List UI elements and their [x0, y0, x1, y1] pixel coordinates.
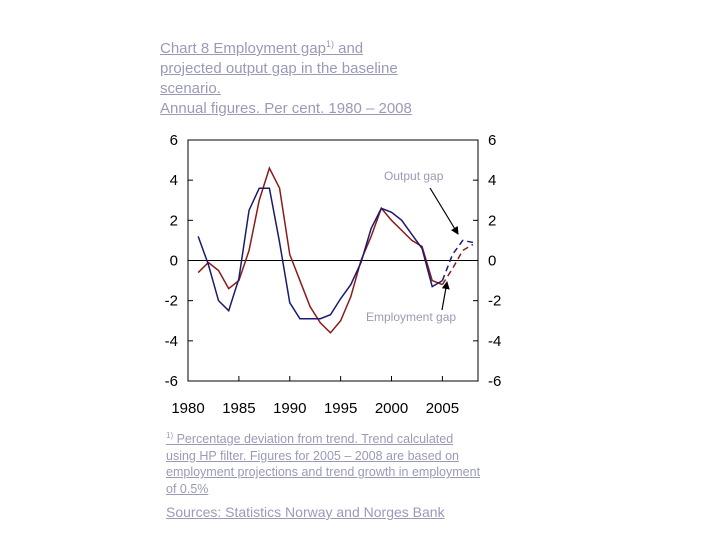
chart-title: Chart 8 Employment gap1) and projected o…: [160, 34, 490, 119]
employment-gap-annotation: Employment gap: [366, 310, 456, 324]
x-tick-label: 2005: [426, 400, 459, 417]
footnote-line-1: 1) Percentage deviation from trend. Tren…: [166, 431, 454, 447]
y-tick-label-right: -4: [488, 333, 501, 350]
output-gap-projection-line: [441, 243, 474, 286]
y-tick-label-left: -4: [165, 333, 178, 350]
y-tick-label-left: 4: [170, 172, 178, 189]
y-tick-label-left: 2: [170, 212, 178, 229]
y-tick-label-right: 0: [488, 253, 496, 270]
footnote-marker: 1): [166, 431, 174, 440]
y-tick-label-left: 6: [170, 132, 178, 149]
output-gap-arrow: [429, 187, 459, 235]
y-tick-label-left: -2: [165, 293, 178, 310]
y-tick-label-left: 0: [170, 253, 178, 270]
y-tick-label-right: 6: [488, 132, 496, 149]
x-tick-label: 1995: [324, 400, 357, 417]
title-line-3: scenario.: [160, 80, 221, 97]
title-line-4: Annual figures. Per cent. 1980 – 2008: [160, 100, 412, 117]
y-tick-label-right: 2: [488, 212, 496, 229]
x-tick-label: 2000: [375, 400, 408, 417]
output-gap-line: [197, 166, 443, 334]
title-footnote-marker: 1): [325, 39, 334, 49]
employment-gap-arrow: [441, 281, 450, 311]
footnote-line-2: using HP filter. Figures for 2005 – 2008…: [166, 448, 460, 463]
footnote-line-4: of 0.5%: [166, 481, 209, 496]
employment-gap-line: [197, 187, 443, 320]
y-tick-label-left: -6: [165, 373, 178, 390]
title-line-2: projected output gap in the baseline: [160, 60, 398, 77]
x-tick-label: 1985: [222, 400, 255, 417]
y-tick-label-right: -2: [488, 293, 501, 310]
x-tick-label: 1980: [171, 400, 204, 417]
footnote-line-3: employment projections and trend growth …: [166, 465, 481, 480]
footnote: 1) Percentage deviation from trend. Tren…: [166, 428, 536, 497]
employment-gap-projection-line: [441, 239, 474, 281]
sources: Sources: Statistics Norway and Norges Ba…: [166, 504, 445, 520]
title-line-1: Chart 8 Employment gap1) and: [160, 39, 364, 57]
y-tick-label-right: 4: [488, 172, 496, 189]
x-tick-label: 1990: [273, 400, 306, 417]
output-gap-annotation: Output gap: [384, 169, 444, 183]
y-tick-label-right: -6: [488, 373, 501, 390]
